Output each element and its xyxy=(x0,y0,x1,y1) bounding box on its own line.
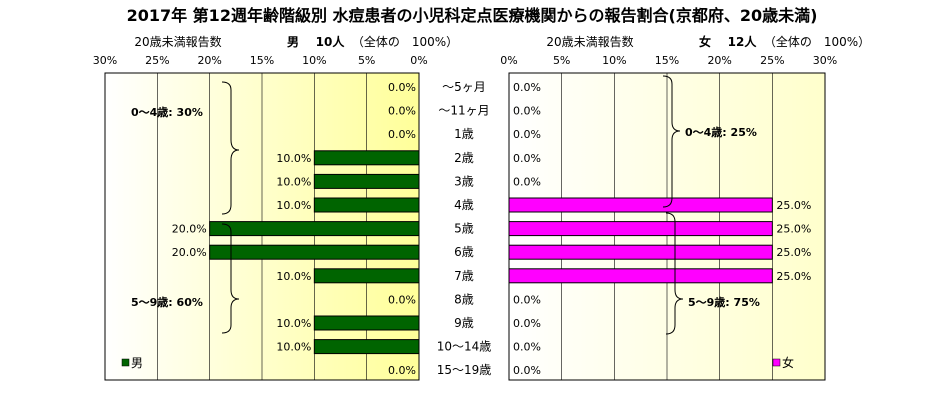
female-value-label: 0.0% xyxy=(513,152,541,165)
category-label: ～11ヶ月 xyxy=(438,104,489,118)
female-value-label: 0.0% xyxy=(513,317,541,330)
male-value-label: 10.0% xyxy=(276,199,311,212)
left-share-label: （全体の 100%） xyxy=(352,34,458,49)
male-bar xyxy=(313,315,420,331)
left-brace-label-5-9: 5～9歳: 60% xyxy=(131,295,203,309)
male-value-label: 10.0% xyxy=(276,175,311,188)
category-label: 6歳 xyxy=(454,245,474,259)
legend-female-label: 女 xyxy=(782,355,794,370)
right-axis-label: 20歳未満報告数 xyxy=(546,34,633,49)
female-bar xyxy=(508,244,773,260)
category-label: 3歳 xyxy=(454,174,474,188)
female-value-label: 25.0% xyxy=(776,223,811,236)
right-tick-label: 0% xyxy=(500,54,517,67)
category-label: 15～19歳 xyxy=(437,363,492,377)
legend-male-swatch xyxy=(121,358,130,367)
female-value-label: 0.0% xyxy=(513,341,541,354)
left-sex-label: 男 xyxy=(287,35,299,49)
male-value-label: 0.0% xyxy=(388,364,416,377)
male-value-label: 0.0% xyxy=(388,128,416,141)
male-value-label: 20.0% xyxy=(172,223,207,236)
male-value-label: 10.0% xyxy=(276,270,311,283)
right-tick-label: 15% xyxy=(655,54,679,67)
female-value-label: 0.0% xyxy=(513,105,541,118)
right-brace-0-4 xyxy=(662,75,681,208)
female-value-label: 0.0% xyxy=(513,81,541,94)
left-brace-5-9 xyxy=(221,223,240,334)
legend-male-label: 男 xyxy=(131,356,143,370)
legend-female-swatch xyxy=(772,358,781,367)
left-brace-0-4 xyxy=(221,81,240,215)
male-value-label: 0.0% xyxy=(388,81,416,94)
right-brace-label-5-9: 5～9歳: 75% xyxy=(688,295,760,309)
male-bar xyxy=(313,339,420,355)
right-brace-label-0-4: 0～4歳: 25% xyxy=(685,125,757,139)
category-label: 9歳 xyxy=(454,316,474,330)
female-value-label: 25.0% xyxy=(776,199,811,212)
male-value-label: 10.0% xyxy=(276,152,311,165)
female-value-label: 25.0% xyxy=(776,246,811,259)
male-bar xyxy=(313,197,420,213)
category-label: 5歳 xyxy=(454,222,474,236)
male-value-label: 10.0% xyxy=(276,341,311,354)
female-bar xyxy=(508,197,773,213)
right-total-label: 12人 xyxy=(728,34,758,49)
female-value-label: 0.0% xyxy=(513,364,541,377)
right-tick-label: 25% xyxy=(760,54,784,67)
left-tick-label: 10% xyxy=(302,54,326,67)
category-label: 7歳 xyxy=(454,269,474,283)
male-bar xyxy=(209,244,420,260)
right-share-label: （全体の 100%） xyxy=(764,34,870,49)
category-label: ～5ヶ月 xyxy=(442,80,486,94)
male-bar xyxy=(209,221,420,237)
category-label: 8歳 xyxy=(454,292,474,306)
male-bar xyxy=(313,268,420,284)
male-bar xyxy=(313,173,420,189)
right-tick-label: 20% xyxy=(707,54,731,67)
female-value-label: 25.0% xyxy=(776,270,811,283)
left-tick-label: 25% xyxy=(145,54,169,67)
category-label: 10～14歳 xyxy=(437,340,492,354)
right-tick-label: 10% xyxy=(602,54,626,67)
male-value-label: 10.0% xyxy=(276,317,311,330)
male-value-label: 20.0% xyxy=(172,246,207,259)
right-sex-label: 女 xyxy=(699,34,711,49)
female-value-label: 0.0% xyxy=(513,293,541,306)
female-value-label: 0.0% xyxy=(513,128,541,141)
left-tick-label: 0% xyxy=(410,54,427,67)
right-tick-label: 30% xyxy=(813,54,837,67)
category-label: 1歳 xyxy=(454,127,474,141)
male-value-label: 0.0% xyxy=(388,105,416,118)
female-bar xyxy=(508,221,773,237)
left-tick-label: 20% xyxy=(197,54,221,67)
left-tick-label: 5% xyxy=(358,54,375,67)
left-total-label: 10人 xyxy=(316,34,346,49)
left-tick-label: 15% xyxy=(250,54,274,67)
right-brace-5-9 xyxy=(665,212,684,335)
female-bar xyxy=(508,268,773,284)
left-tick-label: 30% xyxy=(93,54,117,67)
category-label: 2歳 xyxy=(454,151,474,165)
chart-title: 2017年 第12週年齢階級別 水痘患者の小児科定点医療機関からの報告割合(京都… xyxy=(127,6,818,25)
male-value-label: 0.0% xyxy=(388,293,416,306)
left-brace-label-0-4: 0～4歳: 30% xyxy=(131,105,203,119)
category-label: 4歳 xyxy=(454,198,474,212)
left-axis-label: 20歳未満報告数 xyxy=(134,34,221,49)
right-tick-label: 5% xyxy=(553,54,570,67)
female-value-label: 0.0% xyxy=(513,175,541,188)
male-bar xyxy=(313,150,420,166)
